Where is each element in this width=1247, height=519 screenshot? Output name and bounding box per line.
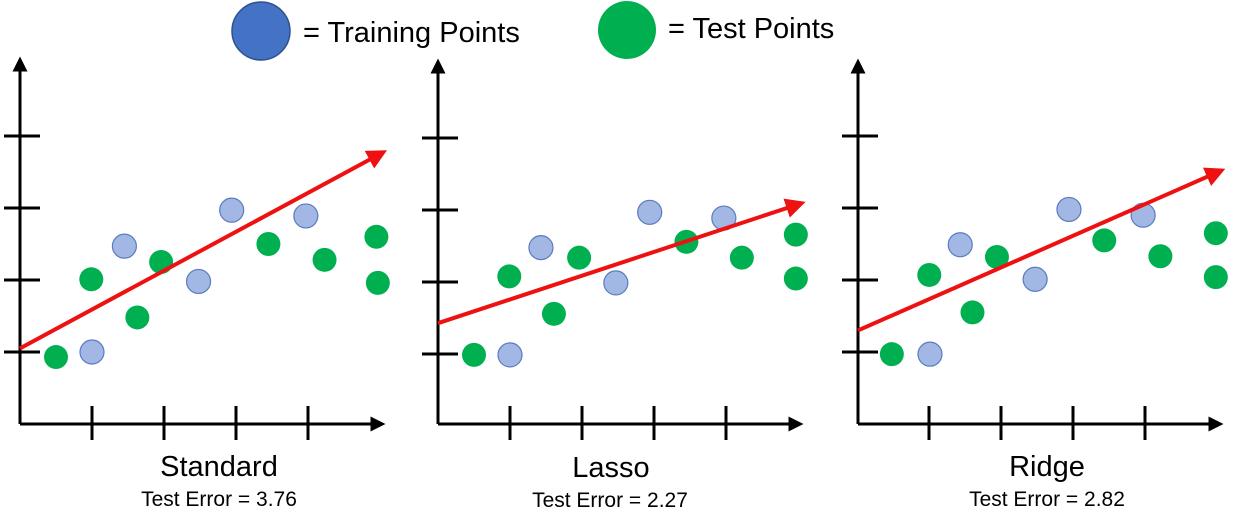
test-point bbox=[365, 270, 390, 295]
test-point bbox=[44, 345, 68, 370]
legend-training-marker bbox=[231, 1, 291, 61]
training-point bbox=[79, 339, 105, 365]
test-point bbox=[567, 245, 592, 270]
training-point bbox=[1022, 266, 1048, 292]
test-point bbox=[1092, 228, 1117, 253]
test-point bbox=[1148, 244, 1173, 269]
y-ticks bbox=[422, 136, 458, 356]
fit-line bbox=[857, 167, 1226, 333]
training-point bbox=[528, 235, 554, 261]
training-point bbox=[917, 341, 943, 367]
panel-title: Ridge bbox=[1009, 451, 1085, 483]
test-point bbox=[364, 224, 389, 249]
test-point bbox=[125, 305, 150, 330]
y-ticks bbox=[4, 134, 40, 354]
fit-line bbox=[19, 150, 388, 351]
training-point bbox=[497, 342, 523, 368]
legend-test-marker bbox=[598, 1, 656, 59]
panel-standard: Standard Test Error = 3.76 bbox=[4, 56, 390, 511]
test-point bbox=[79, 267, 104, 292]
test-point bbox=[497, 264, 522, 289]
legend-test-label: = Test Points bbox=[668, 13, 834, 45]
test-point bbox=[783, 222, 808, 247]
test-point bbox=[783, 266, 808, 291]
data-points bbox=[19, 150, 390, 370]
training-point bbox=[1056, 196, 1082, 223]
legend-training-label: = Training Points bbox=[303, 17, 520, 49]
test-point bbox=[312, 247, 337, 272]
training-point bbox=[111, 233, 138, 259]
panel-subtitle: Test Error = 2.27 bbox=[532, 489, 688, 512]
panel-lasso: Lasso Test Error = 2.27 bbox=[422, 58, 808, 512]
training-point bbox=[293, 203, 319, 229]
x-ticks bbox=[508, 406, 728, 440]
panel-title: Lasso bbox=[572, 452, 649, 484]
test-point bbox=[1203, 221, 1228, 246]
test-point bbox=[879, 342, 904, 367]
x-ticks bbox=[927, 406, 1147, 440]
y-ticks bbox=[842, 134, 878, 354]
test-point bbox=[541, 301, 566, 326]
training-point bbox=[947, 232, 973, 258]
x-ticks bbox=[90, 406, 310, 440]
panel-title: Standard bbox=[160, 451, 278, 483]
training-point bbox=[219, 197, 245, 223]
test-point bbox=[960, 300, 985, 325]
panel-ridge: Ridge Test Error = 2.82 bbox=[842, 58, 1228, 511]
test-point bbox=[462, 342, 486, 367]
data-points bbox=[857, 167, 1228, 367]
data-points bbox=[437, 198, 808, 368]
training-point bbox=[603, 270, 629, 296]
panel-subtitle: Test Error = 2.82 bbox=[969, 488, 1125, 511]
training-point bbox=[637, 199, 663, 225]
test-point bbox=[729, 245, 754, 270]
test-point bbox=[1203, 265, 1228, 290]
fit-line bbox=[437, 198, 806, 326]
legend: = Training Points = Test Points bbox=[231, 1, 834, 61]
test-point bbox=[984, 244, 1009, 269]
test-point bbox=[917, 262, 942, 287]
panel-subtitle: Test Error = 3.76 bbox=[141, 488, 297, 511]
training-point bbox=[185, 268, 212, 295]
test-point bbox=[256, 232, 281, 256]
